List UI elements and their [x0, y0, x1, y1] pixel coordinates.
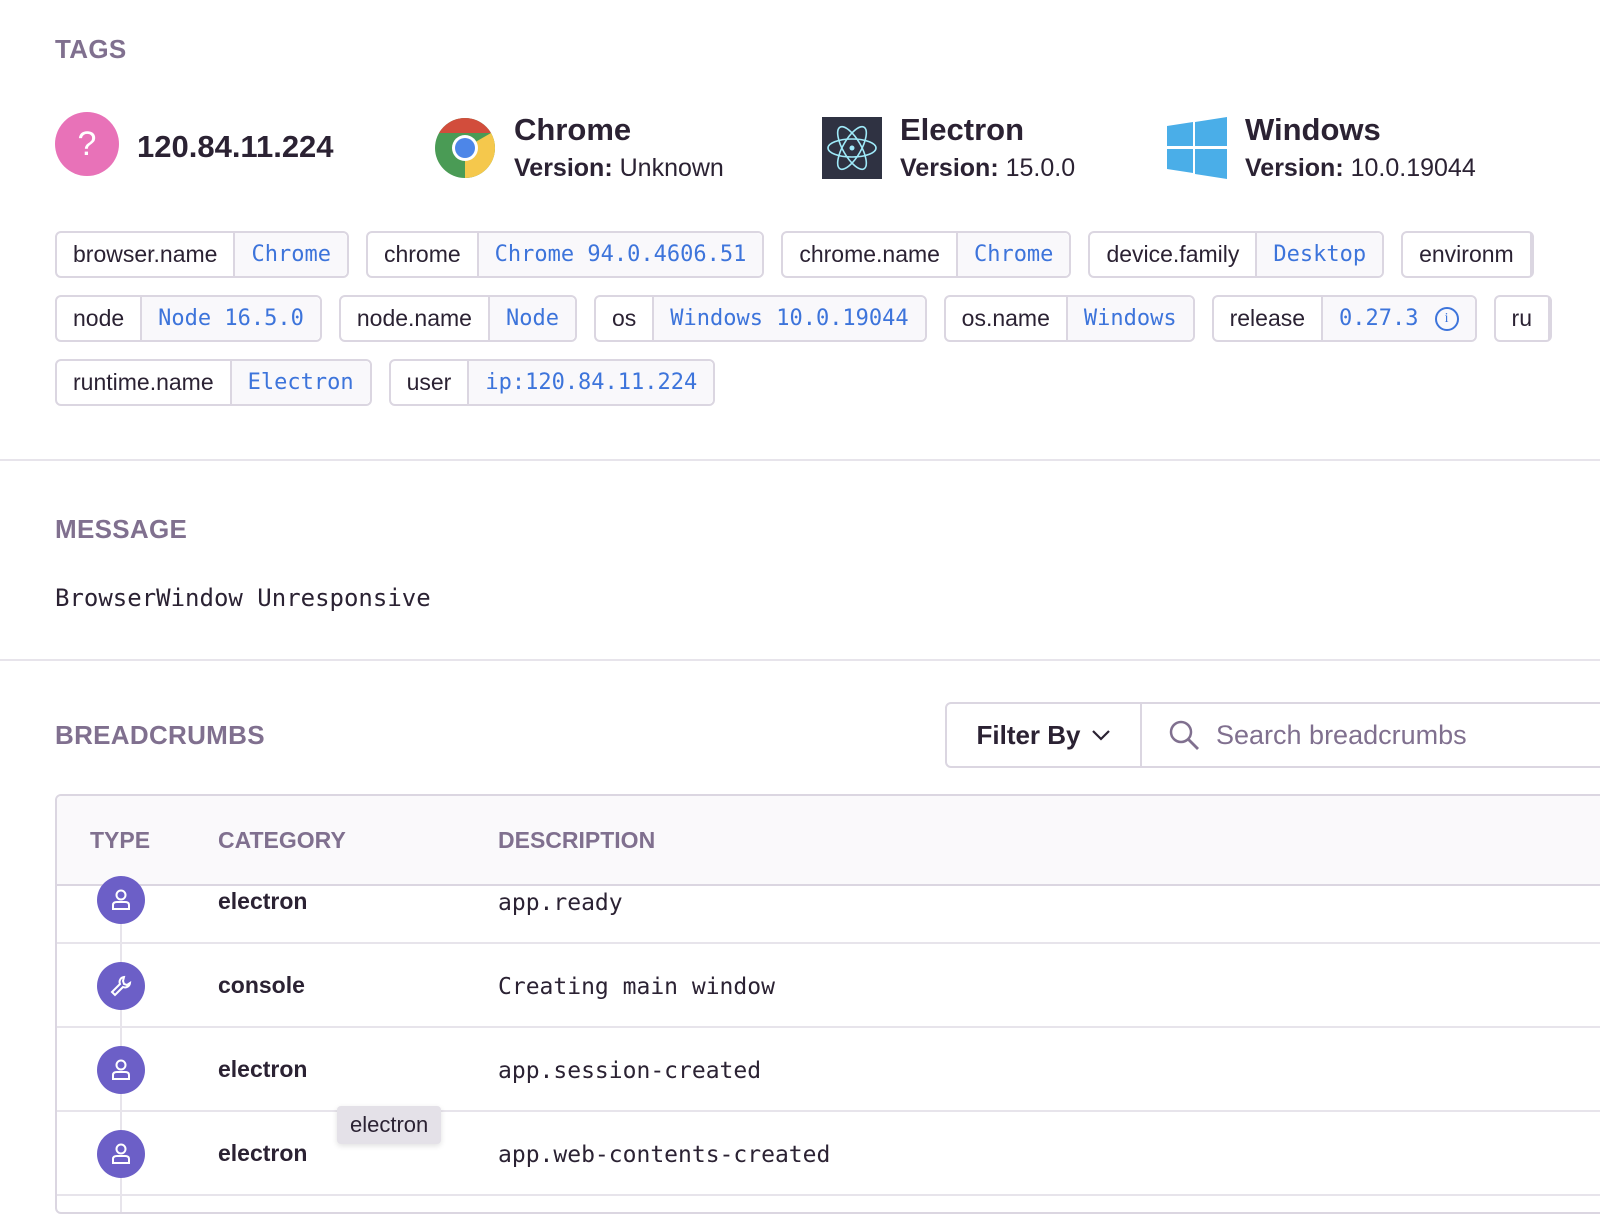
tag-browser-name[interactable]: browser.name Chrome [55, 231, 349, 278]
context-browser: Chrome Version: Unknown [434, 112, 724, 183]
version-label: Version: [900, 154, 999, 182]
tag-key: os [596, 297, 655, 340]
tag-key: chrome.name [783, 233, 958, 276]
tag-value[interactable]: Chrome 94.0.4606.51 [478, 233, 763, 276]
tag-value[interactable]: Desktop [1257, 233, 1383, 276]
tag-os-name[interactable]: os.name Windows [943, 295, 1195, 342]
row-description: Creating main window [498, 974, 775, 1000]
tag-key: device.family [1090, 233, 1258, 276]
tag-value[interactable]: Windows 10.0.19044 [654, 297, 925, 340]
table-row[interactable]: electron app.ready [57, 876, 1600, 944]
tag-node[interactable]: node Node 16.5.0 [55, 295, 322, 342]
search-input[interactable]: Search breadcrumbs [1142, 704, 1467, 766]
tag-key: node.name [341, 297, 490, 340]
category-tooltip: electron [337, 1106, 442, 1144]
divider [0, 659, 1600, 661]
message-heading: MESSAGE [55, 514, 188, 544]
wrench-icon [97, 962, 145, 1010]
tag-value[interactable]: Chrome [957, 233, 1070, 276]
table-header: TYPE CATEGORY DESCRIPTION [57, 796, 1600, 886]
divider [0, 459, 1600, 461]
filter-label: Filter By [976, 719, 1081, 750]
context-os: Windows Version: 10.0.19044 [1167, 112, 1476, 183]
browser-name: Chrome [514, 112, 632, 147]
row-category: electron [218, 888, 308, 914]
tag-environment[interactable]: environm [1401, 231, 1534, 278]
row-category: console [218, 972, 305, 998]
tag-value[interactable]: Node 16.5.0 [142, 297, 320, 340]
electron-icon [822, 116, 882, 179]
tag-release[interactable]: release 0.27.3 i [1211, 295, 1477, 342]
tag-runtime-name[interactable]: runtime.name Electron [55, 359, 372, 406]
runtime-name: Electron [900, 112, 1025, 147]
user-icon [97, 1130, 145, 1178]
row-category: electron [218, 1140, 308, 1166]
tag-device-family[interactable]: device.family Desktop [1088, 231, 1385, 278]
os-version: 10.0.19044 [1350, 154, 1476, 182]
tag-key: runtime.name [57, 361, 232, 404]
row-description: app.web-contents-created [498, 1142, 831, 1168]
breadcrumb-controls: Filter By Search breadcrumbs [945, 702, 1600, 768]
tag-user[interactable]: user ip:120.84.11.224 [388, 359, 716, 406]
context-user: ? 120.84.11.224 [55, 112, 334, 176]
tag-key: browser.name [57, 233, 236, 276]
tag-value[interactable]: Electron [231, 361, 370, 404]
filter-by-dropdown[interactable]: Filter By [947, 704, 1142, 766]
tags-heading: TAGS [55, 34, 127, 64]
tag-chrome[interactable]: chrome Chrome 94.0.4606.51 [365, 231, 765, 278]
search-icon [1169, 720, 1199, 750]
info-icon[interactable]: i [1434, 306, 1459, 331]
row-description: app.ready [498, 890, 623, 916]
unknown-user-icon: ? [55, 112, 119, 176]
browser-version: Unknown [619, 154, 724, 182]
table-row[interactable]: console Creating main window [57, 944, 1600, 1028]
message-text: BrowserWindow Unresponsive [55, 584, 431, 612]
context-runtime: Electron Version: 15.0.0 [822, 112, 1075, 183]
tag-value[interactable]: Windows [1067, 297, 1193, 340]
user-icon [97, 1046, 145, 1094]
chrome-icon [435, 117, 496, 178]
tag-chrome-name[interactable]: chrome.name Chrome [781, 231, 1072, 278]
tag-list: browser.name Chrome chrome Chrome 94.0.460… [55, 231, 1600, 423]
tag-key: ru [1496, 297, 1550, 340]
tag-runtime[interactable]: ru [1493, 295, 1552, 342]
tag-key: node [57, 297, 143, 340]
tag-value[interactable]: Chrome [235, 233, 347, 276]
row-category: electron [218, 1056, 308, 1082]
version-label: Version: [1245, 154, 1344, 182]
version-label: Version: [514, 154, 613, 182]
chevron-down-icon [1091, 730, 1110, 741]
os-name: Windows [1245, 112, 1381, 147]
tag-value[interactable]: 0.27.3 i [1323, 297, 1475, 340]
tag-value[interactable]: ip:120.84.11.224 [469, 361, 714, 404]
column-description: DESCRIPTION [498, 826, 656, 853]
runtime-version: 15.0.0 [1005, 154, 1076, 182]
row-description: app.session-created [498, 1058, 762, 1084]
tag-key: os.name [946, 297, 1068, 340]
tag-key: user [391, 361, 470, 404]
column-type: TYPE [90, 826, 151, 853]
breadcrumbs-heading: BREADCRUMBS [55, 720, 265, 750]
release-value: 0.27.3 [1339, 306, 1419, 331]
table-row[interactable]: electron app.session-created [57, 1028, 1600, 1112]
search-placeholder: Search breadcrumbs [1216, 719, 1467, 750]
breadcrumbs-table: TYPE CATEGORY DESCRIPTION electron app.r… [55, 794, 1600, 1214]
user-ip: 120.84.11.224 [137, 129, 334, 164]
tag-key: chrome [368, 233, 479, 276]
tag-key: release [1214, 297, 1324, 340]
user-icon [97, 876, 145, 924]
windows-icon [1167, 116, 1227, 179]
tag-node-name[interactable]: node.name Node [338, 295, 577, 342]
tag-value[interactable]: Node [489, 297, 575, 340]
tag-key: environm [1403, 233, 1532, 276]
table-row[interactable]: electron app.web-contents-created [57, 1112, 1600, 1196]
column-category: CATEGORY [218, 826, 346, 853]
tag-os[interactable]: os Windows 10.0.19044 [593, 295, 927, 342]
